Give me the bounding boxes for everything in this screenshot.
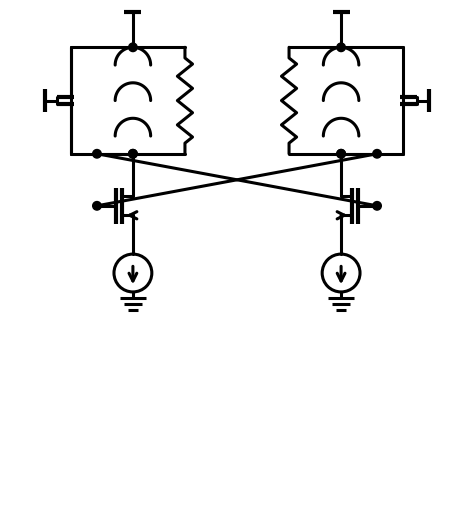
Circle shape (93, 201, 101, 210)
Circle shape (337, 43, 346, 52)
Circle shape (128, 150, 137, 158)
Circle shape (128, 150, 137, 158)
Circle shape (373, 150, 381, 158)
Circle shape (337, 150, 346, 158)
Circle shape (337, 150, 346, 158)
Circle shape (128, 43, 137, 52)
Circle shape (373, 201, 381, 210)
Circle shape (93, 150, 101, 158)
